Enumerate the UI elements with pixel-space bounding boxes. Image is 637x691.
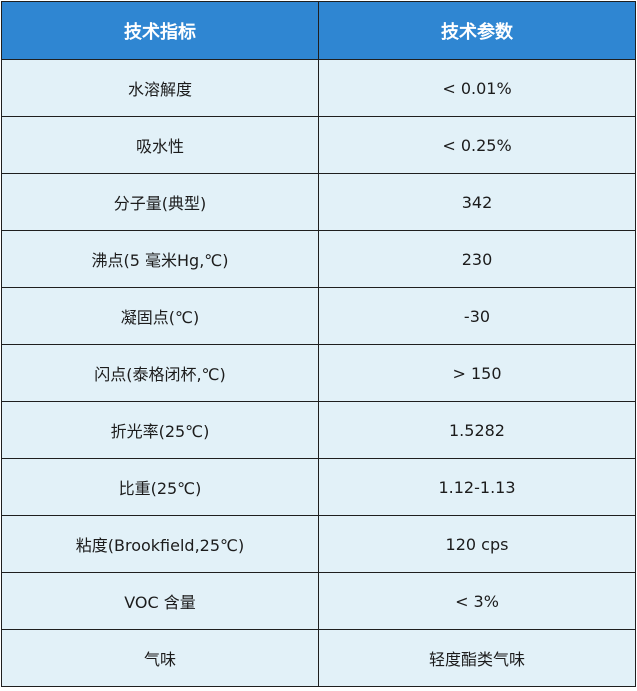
parameter-cell: 342 — [318, 173, 636, 231]
table-row: 折光率(25℃) 1.5282 — [1, 401, 636, 459]
indicator-cell: 吸水性 — [1, 116, 319, 174]
table-row: VOC 含量 < 3% — [1, 572, 636, 630]
table-row: 沸点(5 毫米Hg,℃) 230 — [1, 230, 636, 288]
parameter-cell: 轻度酯类气味 — [318, 629, 636, 687]
header-parameter: 技术参数 — [318, 1, 636, 60]
table-row: 闪点(泰格闭杯,℃) > 150 — [1, 344, 636, 402]
indicator-cell: 折光率(25℃) — [1, 401, 319, 459]
parameter-cell: < 0.01% — [318, 59, 636, 117]
parameter-cell: 230 — [318, 230, 636, 288]
parameter-cell: -30 — [318, 287, 636, 345]
indicator-cell: 水溶解度 — [1, 59, 319, 117]
indicator-cell: 比重(25℃) — [1, 458, 319, 516]
indicator-cell: VOC 含量 — [1, 572, 319, 630]
parameter-cell: 1.5282 — [318, 401, 636, 459]
table-row: 粘度(Brookfield,25℃) 120 cps — [1, 515, 636, 573]
table-row: 凝固点(℃) -30 — [1, 287, 636, 345]
parameter-cell: > 150 — [318, 344, 636, 402]
parameter-cell: 120 cps — [318, 515, 636, 573]
header-indicator: 技术指标 — [1, 1, 319, 60]
indicator-cell: 分子量(典型) — [1, 173, 319, 231]
indicator-cell: 闪点(泰格闭杯,℃) — [1, 344, 319, 402]
indicator-cell: 粘度(Brookfield,25℃) — [1, 515, 319, 573]
table-row: 水溶解度 < 0.01% — [1, 59, 636, 117]
parameter-cell: < 3% — [318, 572, 636, 630]
table-header-row: 技术指标 技术参数 — [1, 1, 636, 60]
table-row: 吸水性 < 0.25% — [1, 116, 636, 174]
indicator-cell: 气味 — [1, 629, 319, 687]
indicator-cell: 凝固点(℃) — [1, 287, 319, 345]
parameter-cell: < 0.25% — [318, 116, 636, 174]
table-row: 分子量(典型) 342 — [1, 173, 636, 231]
table-row: 气味 轻度酯类气味 — [1, 629, 636, 687]
table-row: 比重(25℃) 1.12-1.13 — [1, 458, 636, 516]
parameter-cell: 1.12-1.13 — [318, 458, 636, 516]
indicator-cell: 沸点(5 毫米Hg,℃) — [1, 230, 319, 288]
